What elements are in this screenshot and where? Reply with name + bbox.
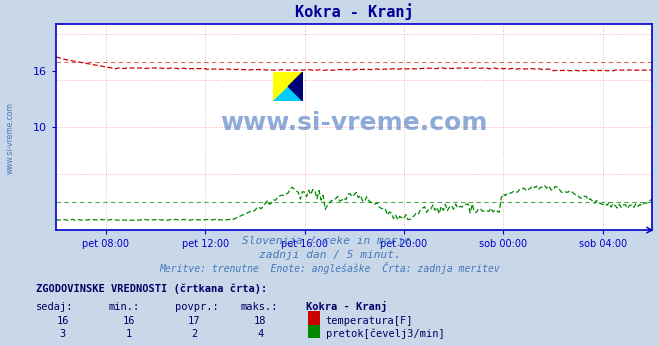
Text: 16: 16 <box>57 316 69 326</box>
Text: min.:: min.: <box>109 302 140 312</box>
Text: zadnji dan / 5 minut.: zadnji dan / 5 minut. <box>258 250 401 260</box>
Polygon shape <box>273 72 303 101</box>
Text: 17: 17 <box>188 316 200 326</box>
Text: temperatura[F]: temperatura[F] <box>326 316 413 326</box>
Text: www.si-vreme.com: www.si-vreme.com <box>5 102 14 174</box>
Text: maks.:: maks.: <box>241 302 278 312</box>
Text: 3: 3 <box>59 329 66 339</box>
Text: 1: 1 <box>125 329 132 339</box>
Text: ZGODOVINSKE VREDNOSTI (črtkana črta):: ZGODOVINSKE VREDNOSTI (črtkana črta): <box>36 284 268 294</box>
Text: 2: 2 <box>191 329 198 339</box>
Text: 4: 4 <box>257 329 264 339</box>
Polygon shape <box>289 72 303 101</box>
Text: Slovenija / reke in morje.: Slovenija / reke in morje. <box>242 236 417 246</box>
Text: 16: 16 <box>123 316 134 326</box>
Text: www.si-vreme.com: www.si-vreme.com <box>221 111 488 135</box>
Text: 18: 18 <box>254 316 266 326</box>
Text: pretok[čevelj3/min]: pretok[čevelj3/min] <box>326 328 444 339</box>
Text: sedaj:: sedaj: <box>36 302 74 312</box>
Polygon shape <box>273 72 303 101</box>
Title: Kokra - Kranj: Kokra - Kranj <box>295 3 414 20</box>
Text: Kokra - Kranj: Kokra - Kranj <box>306 301 387 312</box>
Text: Meritve: trenutne  Enote: anglešaške  Črta: zadnja meritev: Meritve: trenutne Enote: anglešaške Črta… <box>159 262 500 274</box>
Text: povpr.:: povpr.: <box>175 302 218 312</box>
